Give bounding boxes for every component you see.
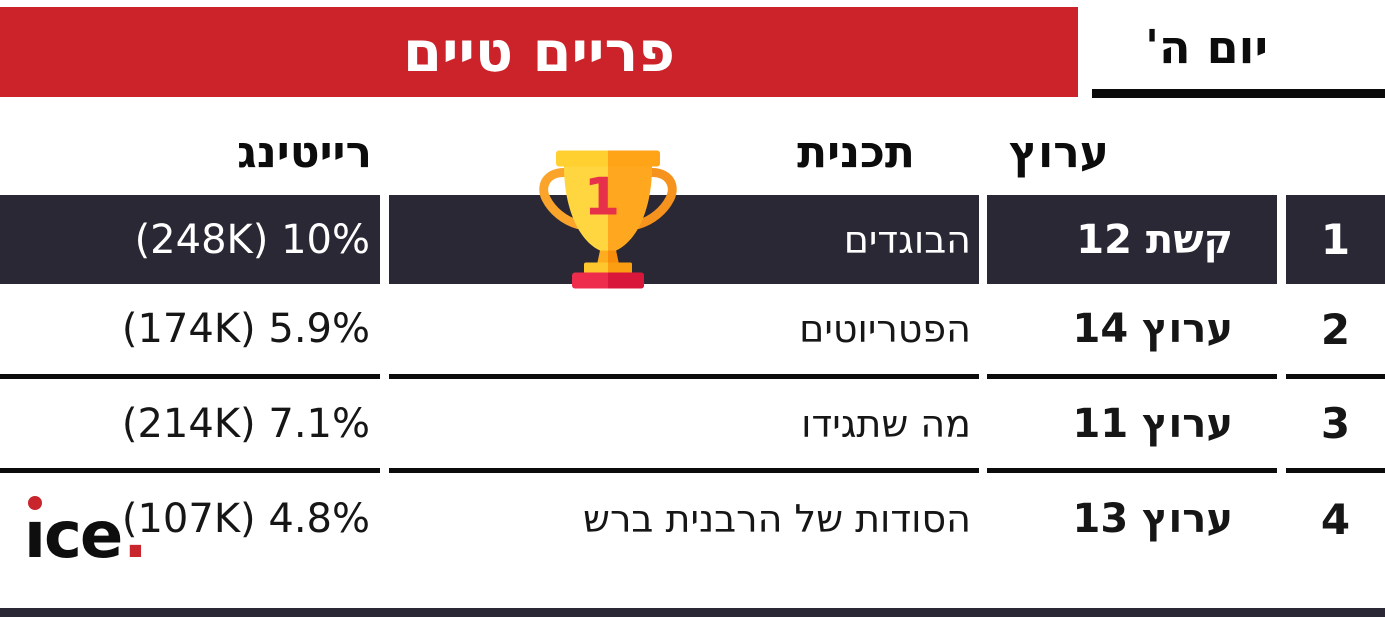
program-name: הבוגדים xyxy=(843,217,971,262)
column-header-program: תכנית xyxy=(389,120,979,184)
bottom-bar xyxy=(0,608,1385,617)
table-row-4-rating: (107K) 4.8% xyxy=(0,474,380,564)
rank-number: 2 xyxy=(1320,304,1351,354)
channel-name: קשת 12 xyxy=(1076,216,1233,263)
day-underline xyxy=(1092,89,1385,98)
column-header-program-label: תכנית xyxy=(797,126,915,178)
day-text: יום ה' xyxy=(1144,20,1269,74)
column-header-rating: רייטינג xyxy=(0,120,380,184)
table-row-2-rating: (174K) 5.9% xyxy=(0,284,380,374)
table-row-1-channel: קשת 12 xyxy=(987,195,1277,284)
column-header-channel: ערוץ xyxy=(987,120,1277,184)
table-row-4-program: הסודות של הרבנית ברש xyxy=(389,474,979,564)
page-title: פריים טיים xyxy=(402,19,675,85)
row-separator xyxy=(987,374,1277,379)
row-separator xyxy=(0,468,380,473)
table-row-4-rank: 4 xyxy=(1286,474,1385,564)
banner: פריים טיים xyxy=(0,7,1078,97)
table-row-2-program: הפטריוטים xyxy=(389,284,979,374)
column-header-channel-label: ערוץ xyxy=(1009,126,1109,178)
table-row-1-program: הבוגדים xyxy=(389,195,979,284)
row-separator xyxy=(1286,374,1385,379)
column-header-rating-label: רייטינג xyxy=(237,126,372,178)
table-row-3-rating: (214K) 7.1% xyxy=(0,379,380,468)
row-separator xyxy=(987,468,1277,473)
table-row-3-program: מה שתגידו xyxy=(389,379,979,468)
ice-logo-text: ıce xyxy=(24,499,123,573)
table-row-2-rank: 2 xyxy=(1286,284,1385,374)
ice-logo: ıce . xyxy=(24,492,154,568)
program-name: מה שתגידו xyxy=(801,401,971,446)
ice-logo-dot xyxy=(28,496,42,510)
program-name: הפטריוטים xyxy=(799,307,971,351)
rank-number: 1 xyxy=(1320,215,1351,264)
rating-value: (107K) 4.8% xyxy=(121,496,370,542)
rating-value: (248K) 10% xyxy=(134,216,370,263)
row-separator xyxy=(1286,468,1385,473)
rating-value: (174K) 5.9% xyxy=(121,306,370,352)
channel-name: ערוץ 11 xyxy=(1072,400,1234,447)
table-row-1-rating: (248K) 10% xyxy=(0,195,380,284)
rating-value: (214K) 7.1% xyxy=(121,400,370,447)
channel-name: ערוץ 14 xyxy=(1072,306,1234,352)
row-separator xyxy=(389,468,979,473)
table-row-4-channel: ערוץ 13 xyxy=(987,474,1277,564)
channel-name: ערוץ 13 xyxy=(1072,496,1234,542)
trophy-first-place-icon: 1 xyxy=(539,150,677,289)
table-row-1-rank: 1 xyxy=(1286,195,1385,284)
trophy-number: 1 xyxy=(584,168,620,228)
rank-number: 3 xyxy=(1320,399,1351,448)
row-separator xyxy=(0,374,380,379)
table-row-3-channel: ערוץ 11 xyxy=(987,379,1277,468)
ice-logo-period: . xyxy=(123,499,148,573)
program-name: הסודות של הרבנית ברש xyxy=(583,497,971,541)
table-row-2-channel: ערוץ 14 xyxy=(987,284,1277,374)
table-row-3-rank: 3 xyxy=(1286,379,1385,468)
rank-number: 4 xyxy=(1320,494,1351,544)
row-separator xyxy=(389,374,979,379)
day-label: יום ה' xyxy=(1078,7,1385,87)
